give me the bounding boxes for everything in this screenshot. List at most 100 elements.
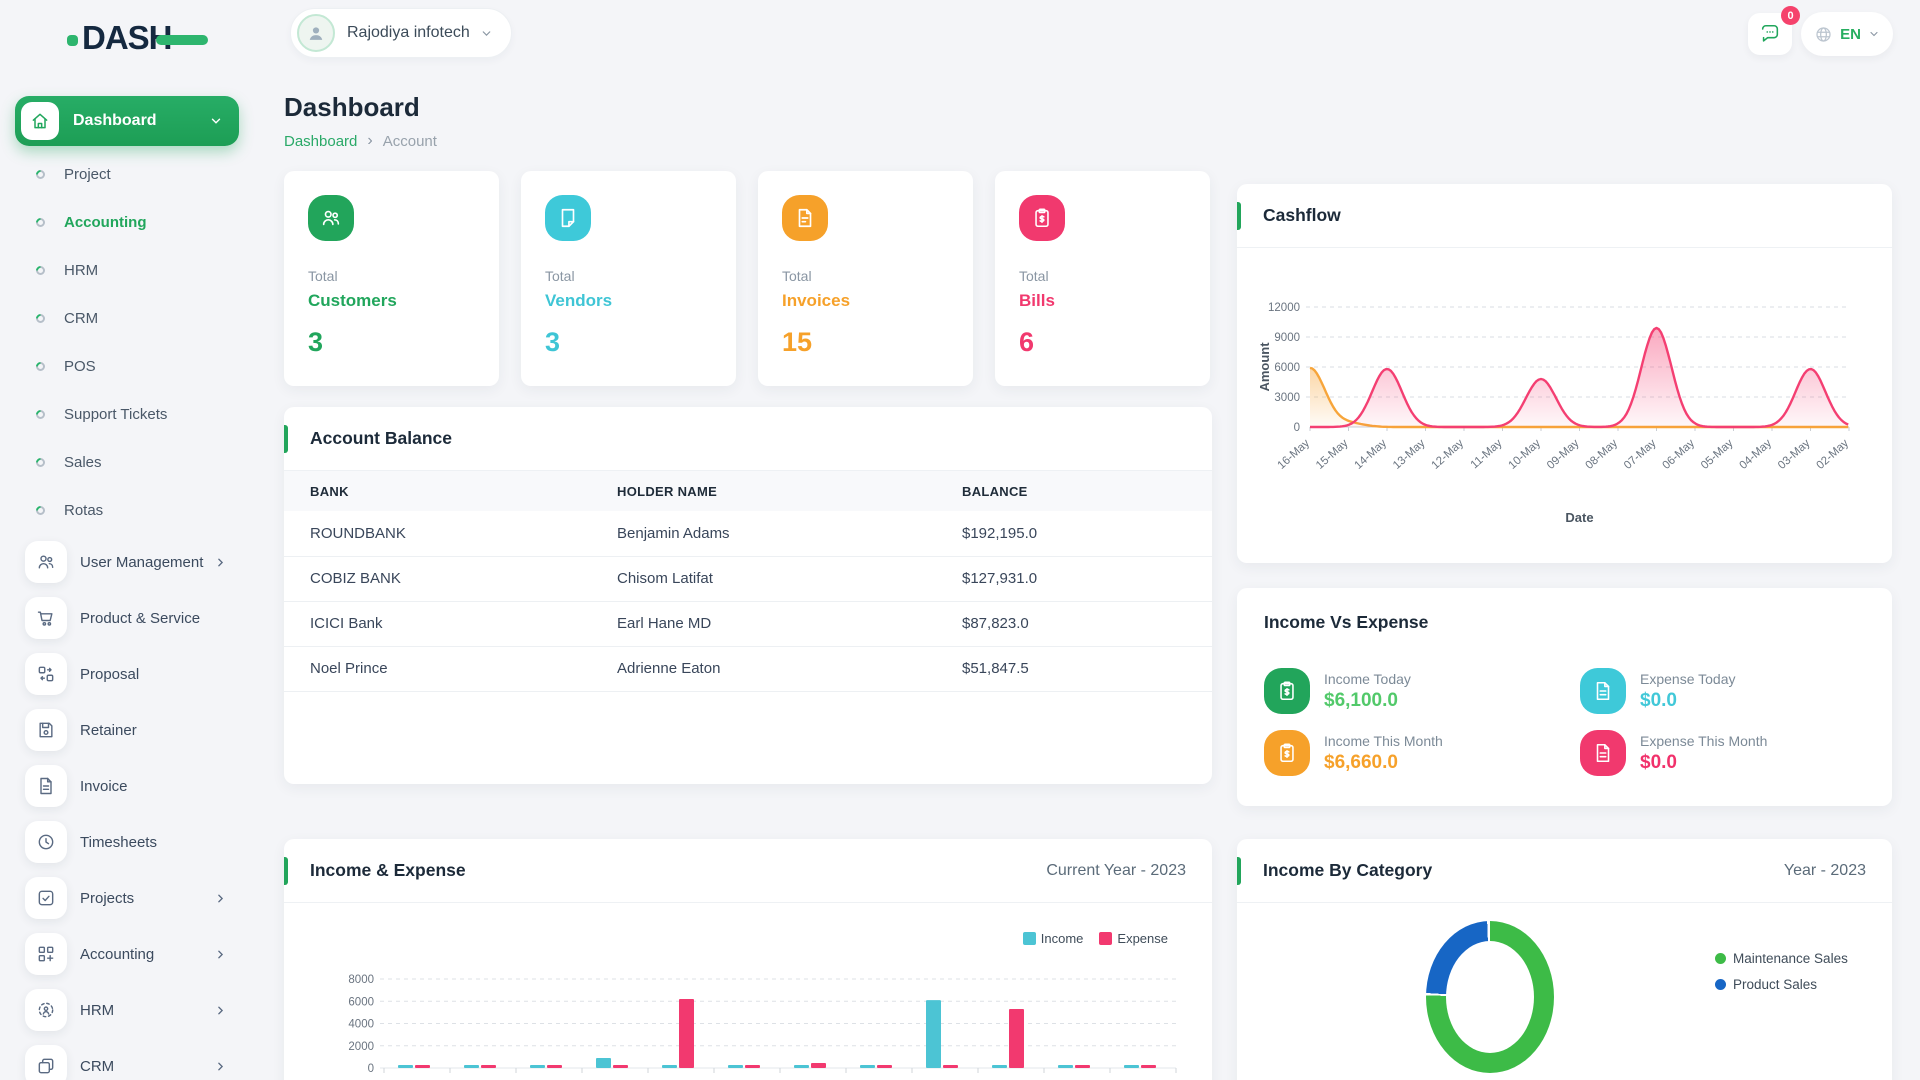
sidebar-item-hrm-module[interactable]: HRM (0, 982, 253, 1038)
amount-value: $0.0 (1640, 751, 1677, 773)
bullet-icon (34, 263, 47, 277)
svg-text:6000: 6000 (1274, 362, 1300, 374)
svg-text:2000: 2000 (348, 1041, 374, 1053)
sidebar-item-proposal[interactable]: Proposal (0, 646, 253, 702)
chart-legend: Maintenance Sales Product Sales (1715, 951, 1848, 992)
breadcrumb-current: Account (382, 132, 437, 150)
bullet-icon (34, 455, 47, 469)
breadcrumb-home-link[interactable]: Dashboard (284, 132, 358, 150)
svg-text:04-May: 04-May (1737, 437, 1774, 472)
svg-text:6000: 6000 (348, 996, 374, 1008)
sidebar-item-invoice[interactable]: Invoice (0, 758, 253, 814)
legend-swatch-income (1022, 932, 1036, 945)
bill-icon (1019, 195, 1065, 241)
bullet-icon (34, 215, 47, 229)
sidebar-item-accounting[interactable]: Accounting (0, 198, 253, 246)
legend-dot-maintenance (1715, 953, 1726, 964)
clipboard-dollar-icon (1264, 668, 1310, 714)
sidebar-item-projects[interactable]: Projects (0, 870, 253, 926)
amount-value: $0.0 (1640, 689, 1677, 711)
bullet-icon (34, 503, 47, 517)
svg-text:16-May: 16-May (1275, 437, 1312, 472)
table-row: Noel Prince Adrienne Eaton $51,847.5 (284, 646, 1212, 692)
logo-dash-icon (155, 35, 208, 45)
stat-card-customers: Total Customers 3 (284, 171, 499, 386)
sidebar-item-dashboard[interactable]: Dashboard (15, 96, 239, 146)
logo: DASH (67, 16, 208, 60)
language-selector[interactable]: EN (1801, 12, 1893, 56)
svg-text:03-May: 03-May (1776, 437, 1813, 472)
svg-text:4000: 4000 (348, 1019, 374, 1031)
cashflow-chart: 0 3000 6000 9000 12000 16-May 15-May 14-May 13-M… (1257, 302, 1851, 525)
clock-icon (25, 821, 67, 863)
cart-icon (25, 597, 67, 639)
overlap-squares-icon (25, 1045, 67, 1080)
account-balance-table: BANK HOLDER NAME BALANCE ROUNDBANK Benja… (284, 471, 1212, 692)
users-icon (308, 195, 354, 241)
check-square-icon (25, 877, 67, 919)
sidebar-item-product-service[interactable]: Product & Service (0, 590, 253, 646)
cashflow-card: Cashflow 0 3000 6000 9000 12000 16-May 15-May 1… (1237, 184, 1892, 563)
globe-icon (1814, 25, 1833, 44)
stat-value: 15 (782, 327, 813, 357)
expense-this-month: Expense This Month $0.0 (1580, 730, 1767, 776)
chevron-right-icon (214, 948, 227, 961)
period-label: Current Year - 2023 (1046, 861, 1186, 879)
avatar (297, 14, 335, 52)
sidebar-item-crm-module[interactable]: CRM (0, 1038, 253, 1080)
svg-text:0: 0 (1294, 422, 1300, 434)
column-header-balance: BALANCE (936, 471, 1212, 511)
chart-legend: Income Expense (1022, 931, 1168, 946)
stat-value: 6 (1019, 327, 1035, 357)
sidebar-item-accounting-module[interactable]: Accounting (0, 926, 253, 982)
chevron-down-icon (209, 114, 223, 128)
clipboard-dollar-icon (1264, 730, 1310, 776)
sidebar-item-pos[interactable]: POS (0, 342, 253, 390)
bullet-icon (34, 359, 47, 373)
floppy-icon (25, 709, 67, 751)
chevron-down-icon (480, 27, 493, 40)
sidebar-item-hrm[interactable]: HRM (0, 246, 253, 294)
sidebar-item-crm[interactable]: CRM (0, 294, 253, 342)
breadcrumb-separator: › (367, 132, 373, 149)
expense-today: Expense Today $0.0 (1580, 668, 1735, 714)
sidebar-item-rotas[interactable]: Rotas (0, 486, 253, 534)
account-balance-card: Account Balance BANK HOLDER NAME BALANCE… (284, 407, 1212, 784)
sidebar-item-user-management[interactable]: User Management (0, 534, 253, 590)
workspace-switcher[interactable]: Rajodiya infotech (290, 8, 512, 58)
svg-text:07-May: 07-May (1622, 437, 1659, 472)
accent-bar (1237, 202, 1241, 230)
accent-bar (284, 857, 288, 885)
person-target-icon (25, 989, 67, 1031)
svg-text:12-May: 12-May (1429, 437, 1466, 472)
note-icon (545, 195, 591, 241)
card-header: Income By Category Year - 2023 (1237, 839, 1892, 903)
bullet-icon (34, 311, 47, 325)
bullet-icon (34, 407, 47, 421)
messages-button[interactable]: 0 (1748, 6, 1800, 55)
svg-text:Amount: Amount (1257, 342, 1272, 392)
sidebar-item-retainer[interactable]: Retainer (0, 702, 253, 758)
messages-badge: 0 (1781, 6, 1800, 25)
sidebar-mainnav: User Management Product & Service Propos… (0, 534, 253, 1080)
language-code: EN (1840, 25, 1861, 43)
file-text-icon (25, 765, 67, 807)
file-icon (1580, 668, 1626, 714)
card-header: Cashflow (1237, 184, 1892, 248)
chevron-right-icon (214, 556, 227, 569)
sidebar-item-timesheets[interactable]: Timesheets (0, 814, 253, 870)
amount-value: $6,660.0 (1324, 751, 1398, 773)
chevron-right-icon (214, 892, 227, 905)
donut-chart (1426, 921, 1554, 1073)
chevron-right-icon (214, 1004, 227, 1017)
sidebar-item-project[interactable]: Project (0, 150, 253, 198)
period-label: Year - 2023 (1783, 861, 1866, 879)
accent-bar (1237, 857, 1241, 885)
svg-text:8000: 8000 (348, 974, 374, 986)
svg-text:10-May: 10-May (1506, 437, 1543, 472)
sidebar-subnav: Project Accounting HRM CRM POS Support T… (0, 150, 253, 534)
sidebar-item-sales[interactable]: Sales (0, 438, 253, 486)
invoice-icon (782, 195, 828, 241)
page-title: Dashboard (284, 92, 420, 122)
sidebar-item-support-tickets[interactable]: Support Tickets (0, 390, 253, 438)
